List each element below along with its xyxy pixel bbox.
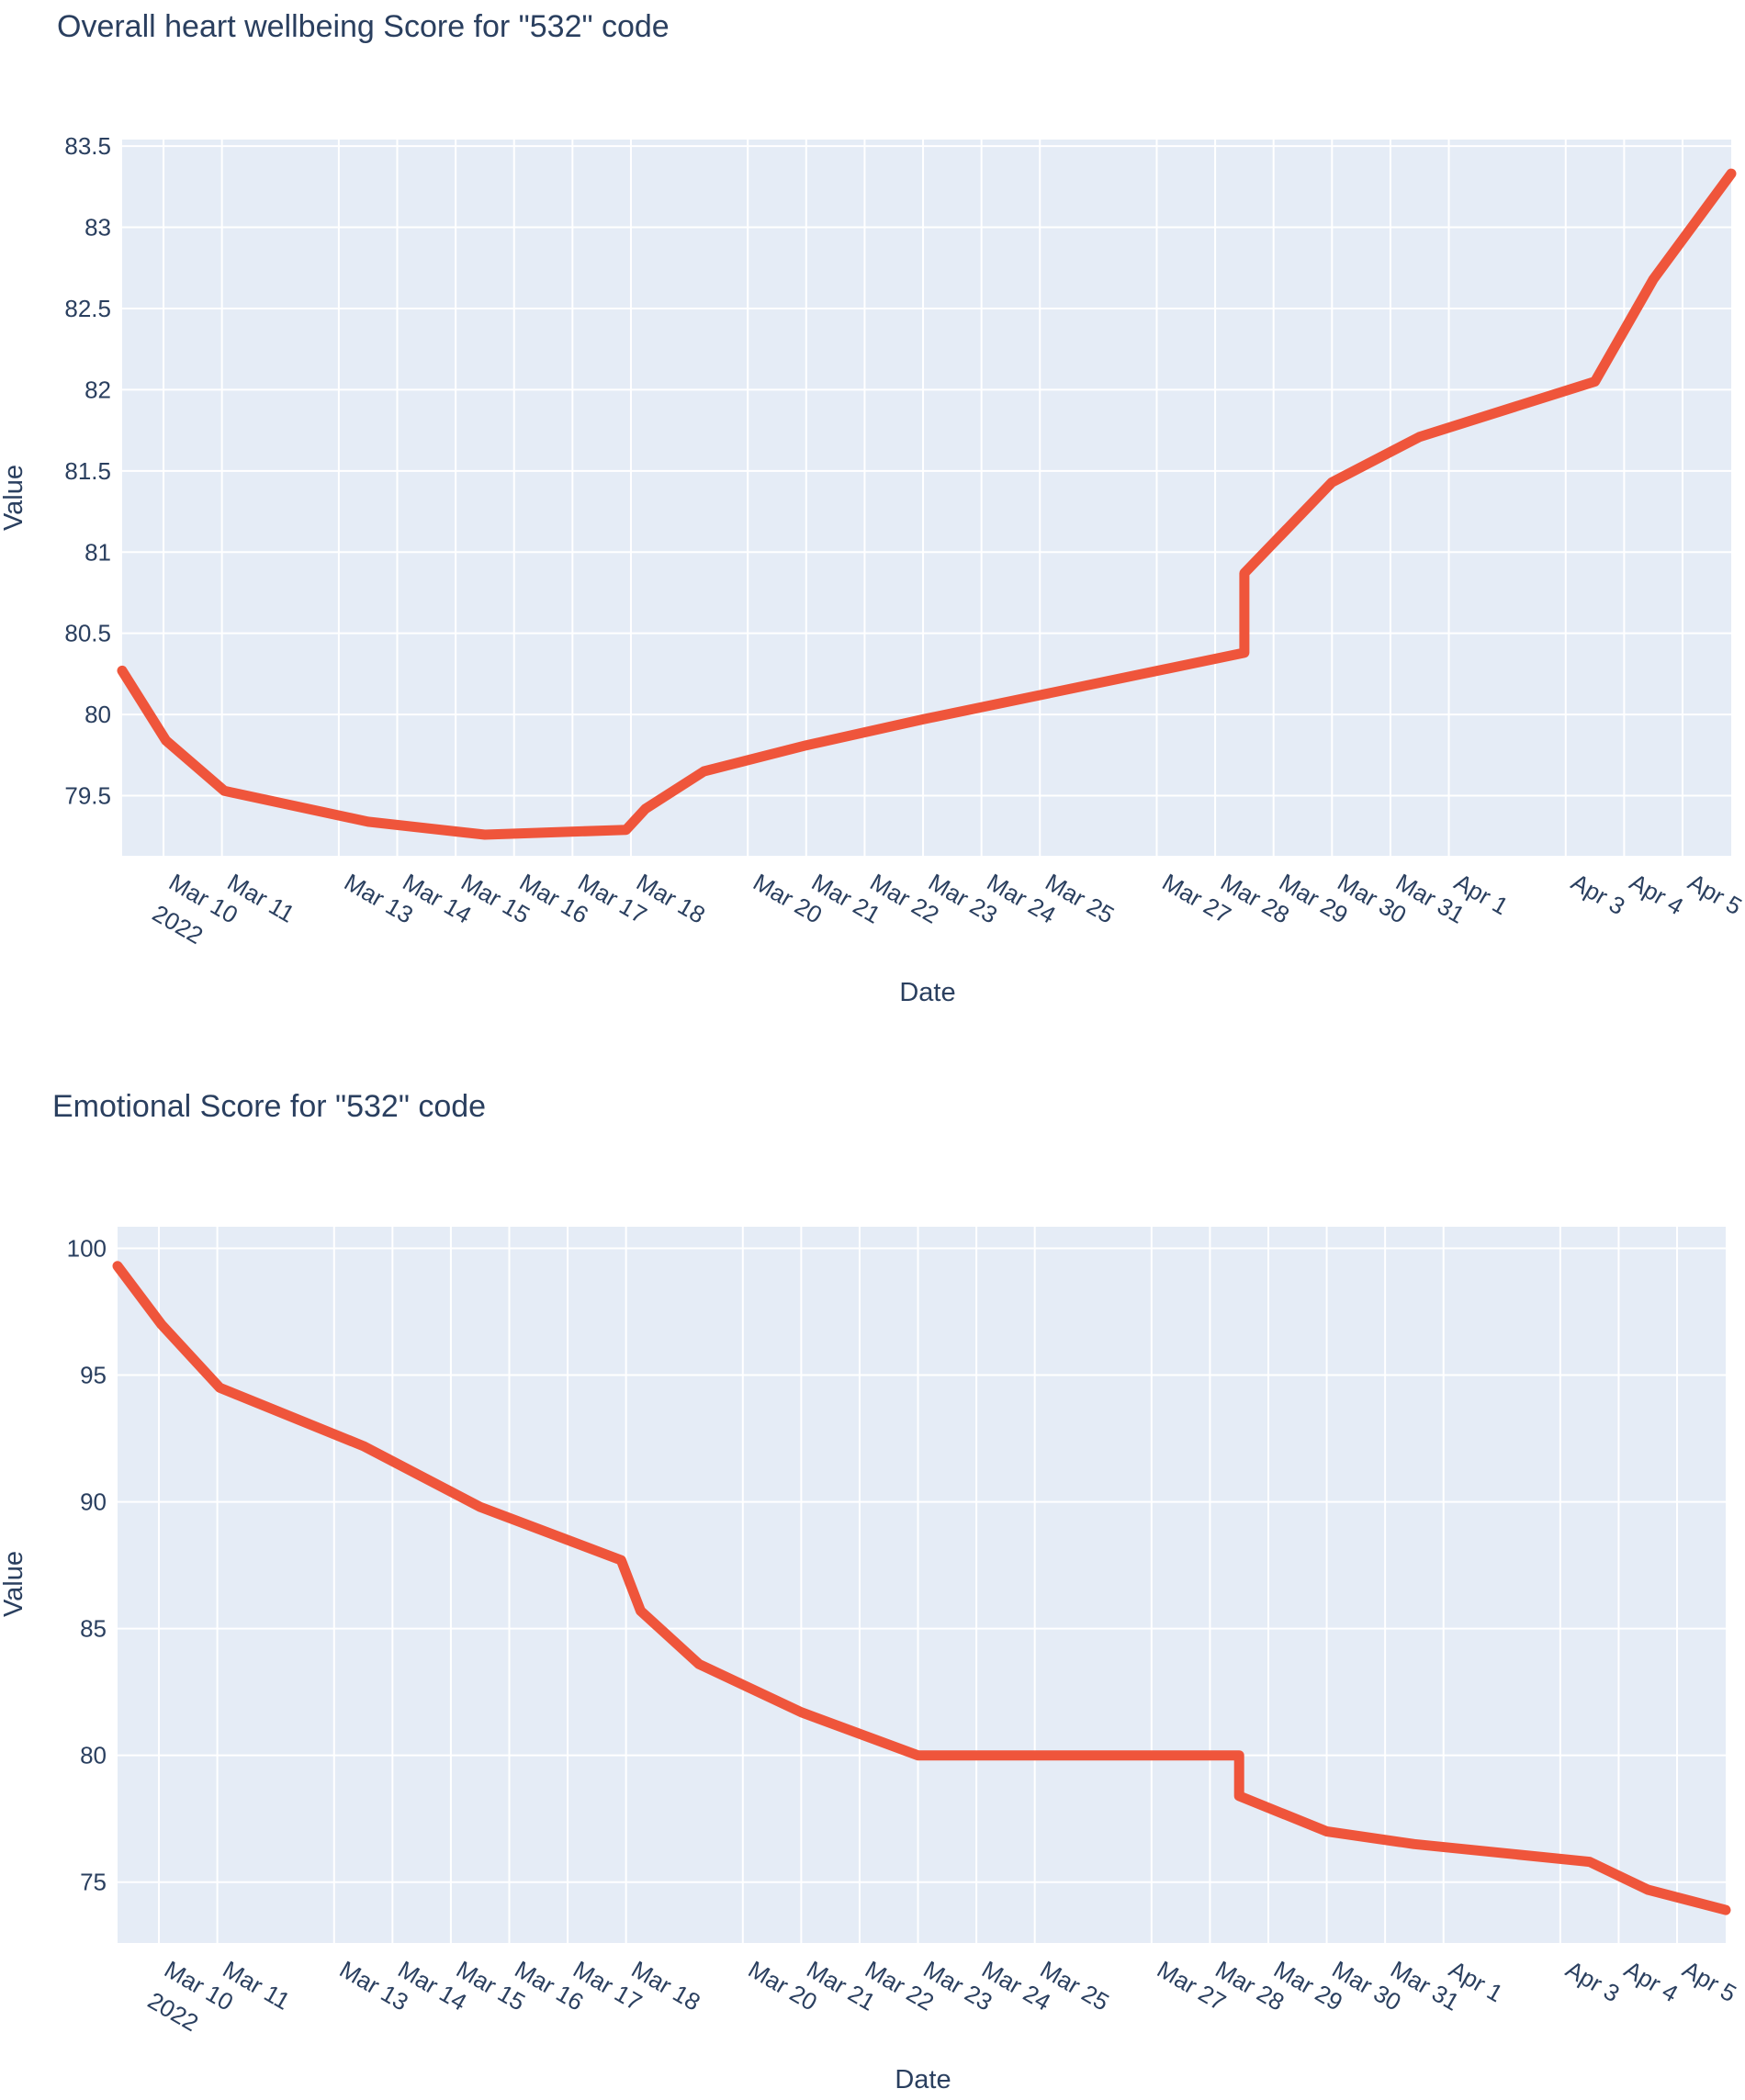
overall-wellbeing-chart: Overall heart wellbeing Score for "532" … (0, 9, 1745, 1007)
y-tick-label: 82.5 (64, 295, 111, 322)
series-line (112, 1261, 1731, 1915)
x-tick-label: Mar 18 (627, 1955, 705, 2016)
chart-title: Emotional Score for "532" code (52, 1089, 486, 1124)
y-tick-label: 85 (80, 1615, 107, 1643)
chart-title: Overall heart wellbeing Score for "532" … (57, 9, 670, 44)
emotional-score-chart: Emotional Score for "532" code 100 95 90 85… (0, 1089, 1741, 2094)
y-tick-label: 80 (84, 701, 111, 728)
x-tick-label: Mar 25 (1036, 1955, 1114, 2016)
y-tick-label: 79.5 (64, 782, 111, 810)
plot-area (122, 140, 1731, 856)
y-axis-title: Value (0, 1551, 28, 1617)
y-tick-label: 83.5 (64, 132, 111, 160)
x-tick-label: Apr 3 (1561, 1955, 1625, 2007)
y-tick-label: 80 (80, 1742, 107, 1769)
y-tick-label: 80.5 (64, 620, 111, 647)
series-line (117, 168, 1737, 840)
y-tick-label: 90 (80, 1488, 107, 1516)
x-axis-title: Date (899, 978, 955, 1007)
y-tick-label: 82 (84, 376, 111, 403)
y-tick-label: 81.5 (64, 457, 111, 485)
x-tick-label: Apr 4 (1619, 1955, 1683, 2007)
x-tick-label: Apr 4 (1625, 868, 1688, 920)
x-tick-label: Apr 5 (1678, 1955, 1741, 2007)
x-tick-label: Mar 25 (1041, 868, 1119, 928)
y-axis-title: Value (0, 465, 28, 531)
plot-area (118, 1227, 1726, 1943)
x-tick-label: Mar 18 (632, 868, 710, 928)
y-tick-label: 95 (80, 1362, 107, 1389)
x-axis-title: Date (895, 2065, 951, 2094)
y-tick-label: 75 (80, 1869, 107, 1896)
y-tick-label: 81 (84, 538, 111, 566)
x-tick-label: Apr 5 (1683, 868, 1745, 920)
x-tick-label: Apr 3 (1567, 868, 1630, 920)
y-tick-label: 100 (67, 1234, 107, 1262)
y-tick-label: 83 (84, 214, 111, 241)
